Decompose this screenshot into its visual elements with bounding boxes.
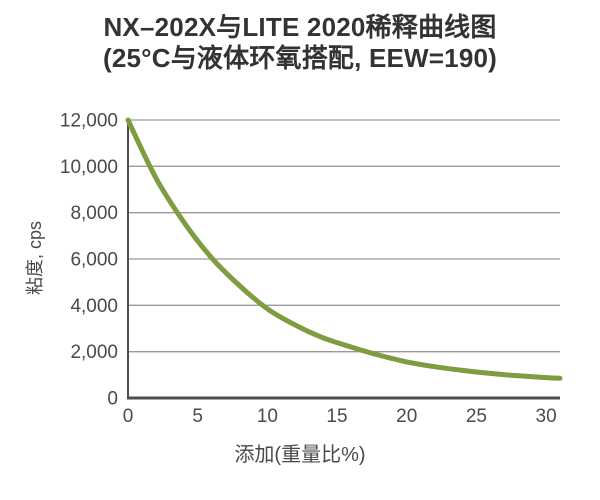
x-tick-label: 10 <box>257 406 278 427</box>
chart-title-block: NX–202X与LITE 2020稀释曲线图 (25°C与液体环氧搭配, EEW… <box>0 12 600 74</box>
x-tick-label: 20 <box>396 406 417 427</box>
y-tick-label: 2,000 <box>70 342 118 363</box>
y-tick-label: 8,000 <box>70 203 118 224</box>
chart-subtitle: (25°C与液体环氧搭配, EEW=190) <box>102 43 498 73</box>
x-axis-title: 添加(重量比%) <box>234 444 366 466</box>
y-tick-label: 10,000 <box>60 157 118 178</box>
dilution-curve <box>125 117 563 381</box>
x-tick-label: 0 <box>123 406 134 427</box>
y-axis-title: 粘度, cps <box>25 221 45 296</box>
x-tick-label: 25 <box>466 406 487 427</box>
x-tick-label: 30 <box>536 406 557 427</box>
y-tick-label: 4,000 <box>70 296 118 317</box>
chart-title: NX–202X与LITE 2020稀释曲线图 <box>103 12 497 42</box>
y-tick-label: 12,000 <box>60 111 118 132</box>
x-tick-label: 15 <box>326 406 347 427</box>
y-tick-label: 6,000 <box>70 250 118 271</box>
x-tick-label: 5 <box>192 406 203 427</box>
y-tick-label: 0 <box>107 389 118 410</box>
